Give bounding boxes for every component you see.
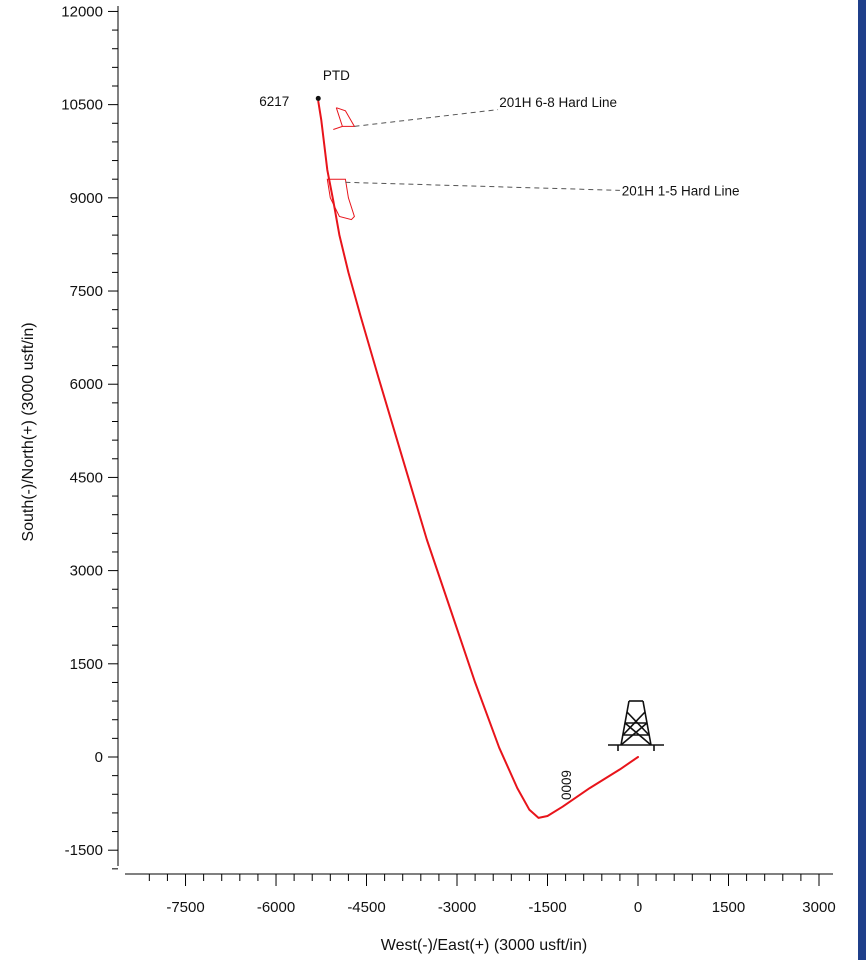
x-tick-label: 0 bbox=[634, 899, 642, 916]
x-tick-label: 3000 bbox=[802, 899, 835, 916]
x-axis-ticks bbox=[148, 874, 820, 886]
x-axis: -7500 -6000 -4500 -3000 -1500 0 1500 3000 West(… bbox=[125, 873, 836, 954]
y-tick-label: 12000 bbox=[61, 3, 103, 20]
ptd-point bbox=[315, 95, 321, 101]
page-edge-strip bbox=[858, 0, 866, 960]
annotation-6000: 6000 bbox=[559, 770, 574, 800]
y-axis-ticks bbox=[108, 10, 118, 870]
x-tick-label: -6000 bbox=[257, 899, 295, 916]
leader-line-6-8 bbox=[354, 109, 499, 127]
x-tick-label: -4500 bbox=[347, 899, 385, 916]
x-axis-title: West(-)/East(+) (3000 usft/in) bbox=[381, 937, 587, 954]
hard-line-1-5-polygon bbox=[326, 178, 355, 221]
y-tick-label: 6000 bbox=[70, 376, 103, 393]
y-axis-tick-labels: -1500 0 1500 3000 4500 6000 7500 9000 10500 12000 bbox=[61, 3, 103, 859]
y-tick-label: 10500 bbox=[61, 97, 103, 114]
y-tick-label: 7500 bbox=[70, 283, 103, 300]
y-axis-title: South(-)/North(+) (3000 usft/in) bbox=[20, 322, 37, 541]
annotation-hard-line-6-8: 201H 6-8 Hard Line bbox=[499, 95, 617, 110]
x-tick-label: -7500 bbox=[166, 899, 204, 916]
x-tick-label: 1500 bbox=[712, 899, 745, 916]
y-tick-label: 1500 bbox=[70, 656, 103, 673]
hard-line-polygons bbox=[326, 107, 356, 221]
y-tick-label: 3000 bbox=[70, 563, 103, 580]
y-tick-label: 0 bbox=[95, 749, 103, 766]
leader-lines bbox=[345, 109, 620, 191]
y-axis: -1500 0 1500 3000 4500 6000 7500 9000 10500 12000… bbox=[20, 3, 119, 870]
x-tick-label: -3000 bbox=[438, 899, 476, 916]
drilling-rig-icon bbox=[608, 700, 664, 751]
well-path-line bbox=[317, 100, 639, 819]
y-tick-label: -1500 bbox=[65, 842, 103, 859]
annotation-ptd: PTD bbox=[323, 68, 350, 83]
annotation-6217: 6217 bbox=[259, 94, 289, 109]
x-tick-label: -1500 bbox=[528, 899, 566, 916]
annotations: PTD 6217 6000 201H 6-8 Hard Line 201H 1-… bbox=[259, 68, 739, 800]
hard-line-6-8-polygon bbox=[333, 107, 356, 130]
x-axis-tick-labels: -7500 -6000 -4500 -3000 -1500 0 1500 3000 bbox=[166, 899, 835, 916]
y-tick-label: 9000 bbox=[70, 190, 103, 207]
annotation-hard-line-1-5: 201H 1-5 Hard Line bbox=[622, 183, 740, 198]
y-tick-label: 4500 bbox=[70, 469, 103, 486]
leader-line-1-5 bbox=[345, 181, 620, 191]
